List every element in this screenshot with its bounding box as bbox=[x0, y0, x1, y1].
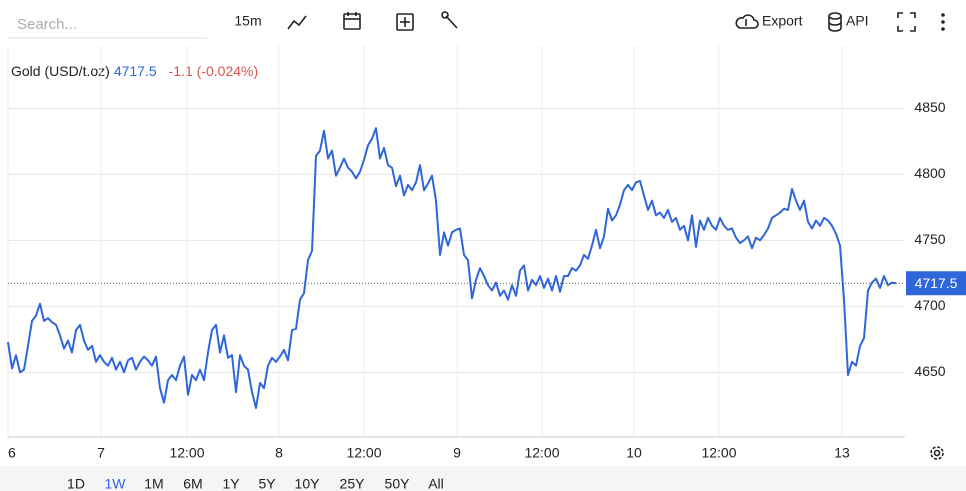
x-tick-label: 7 bbox=[97, 445, 105, 461]
fullscreen-icon[interactable] bbox=[897, 12, 916, 32]
x-tick-label: 12:00 bbox=[701, 445, 736, 461]
line-type-icon[interactable] bbox=[287, 15, 307, 30]
range-button[interactable]: 1M bbox=[144, 476, 163, 491]
range-bar bbox=[0, 466, 966, 491]
x-tick-label: 10 bbox=[626, 445, 642, 461]
x-tick-label: 12:00 bbox=[169, 445, 204, 461]
y-tick-label: 4700 bbox=[914, 297, 945, 313]
y-tick-label: 4750 bbox=[914, 231, 945, 247]
price-line bbox=[7, 127, 897, 409]
x-tick-label: 12:00 bbox=[524, 445, 559, 461]
x-tick-label: 13 bbox=[834, 445, 850, 461]
calendar-icon[interactable] bbox=[343, 12, 361, 30]
x-tick-label: 12:00 bbox=[346, 445, 381, 461]
legend-change: -1.1 (-0.024%) bbox=[169, 63, 258, 79]
legend: Gold (USD/t.oz) 4717.5 -1.1 (-0.024%) bbox=[11, 63, 258, 79]
x-tick-label: 8 bbox=[275, 445, 283, 461]
range-button[interactable]: 5Y bbox=[258, 476, 276, 491]
range-button[interactable]: 1Y bbox=[222, 476, 240, 491]
add-icon[interactable] bbox=[396, 13, 414, 31]
settings-icon[interactable] bbox=[930, 446, 944, 460]
range-button[interactable]: 1W bbox=[105, 476, 127, 491]
search-input[interactable]: Search... bbox=[17, 16, 77, 33]
y-tick-label: 4650 bbox=[914, 363, 945, 379]
last-price-tag bbox=[906, 271, 966, 296]
legend-name: Gold (USD/t.oz) bbox=[11, 63, 110, 79]
api-button[interactable]: API bbox=[828, 12, 869, 32]
range-button[interactable]: 10Y bbox=[295, 476, 321, 491]
range-button[interactable]: 6M bbox=[183, 476, 202, 491]
last-price-label: 4717.5 bbox=[915, 275, 958, 291]
range-button[interactable]: All bbox=[428, 476, 444, 491]
export-label: Export bbox=[762, 13, 803, 29]
interval-button[interactable]: 15m bbox=[234, 13, 261, 29]
export-button[interactable]: Export bbox=[735, 13, 803, 29]
range-button[interactable]: 50Y bbox=[385, 476, 411, 491]
api-label: API bbox=[846, 13, 869, 29]
x-tick-label: 9 bbox=[453, 445, 461, 461]
range-button[interactable]: 1D bbox=[67, 476, 85, 491]
menu-icon[interactable] bbox=[941, 13, 945, 31]
x-tick-label: 6 bbox=[8, 445, 16, 461]
tools-icon[interactable] bbox=[441, 11, 458, 29]
y-tick-label: 4850 bbox=[914, 99, 945, 115]
y-tick-label: 4800 bbox=[914, 165, 945, 181]
range-button[interactable]: 25Y bbox=[340, 476, 366, 491]
legend-price: 4717.5 bbox=[114, 63, 157, 79]
